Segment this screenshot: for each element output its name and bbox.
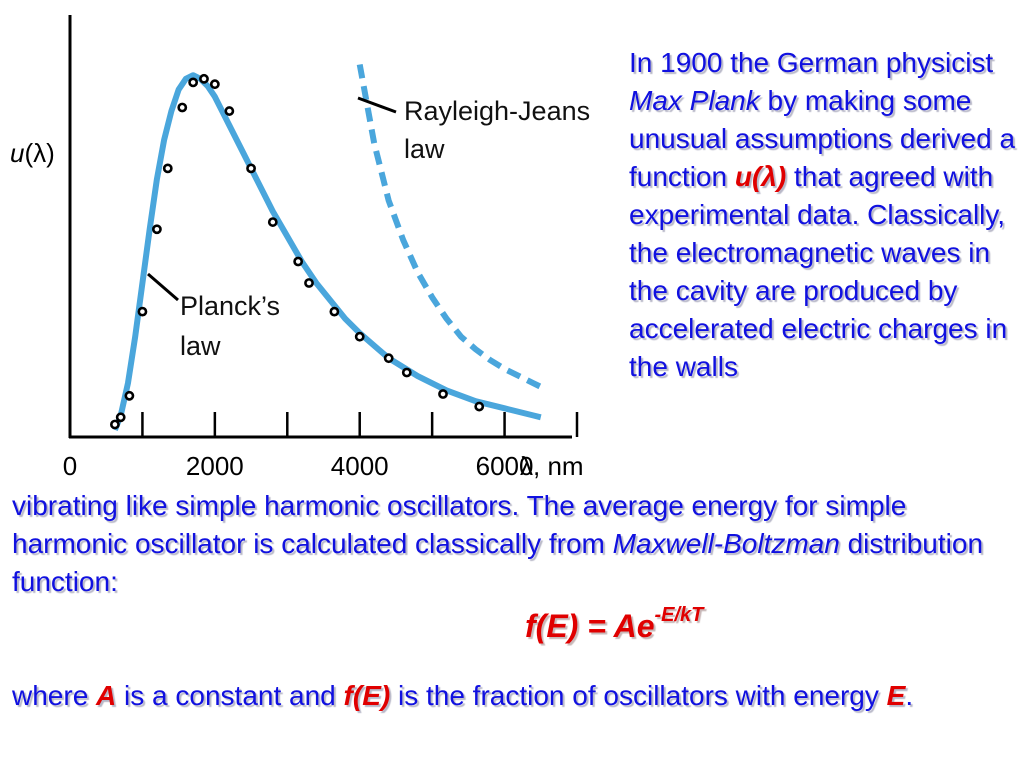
data-point — [267, 217, 278, 227]
data-point — [110, 419, 120, 430]
data-point — [293, 256, 304, 267]
formula-exponent: -E/kT — [654, 604, 704, 627]
data-point — [474, 401, 485, 412]
data-point — [354, 331, 365, 342]
u-lambda-term: u(λ) — [734, 161, 787, 192]
planck-leader-line — [147, 272, 179, 302]
x-tick-label: 2000 — [186, 451, 244, 481]
data-point — [329, 306, 340, 317]
data-point — [209, 79, 220, 90]
x-ticks — [141, 412, 579, 437]
data-point — [199, 73, 209, 84]
data-point — [124, 390, 135, 401]
x-tick-label: 0 — [63, 451, 77, 481]
energy-E-term: E — [886, 680, 906, 711]
data-point — [162, 163, 173, 174]
x-tick-label: 6000 — [476, 451, 534, 481]
data-point — [115, 412, 126, 423]
distribution-formula: f(E) = Ae-E/kT — [525, 604, 704, 644]
constant-A-term: A — [96, 680, 117, 711]
rayleigh-jeans-leader-line — [357, 96, 397, 114]
data-point — [137, 306, 148, 317]
rayleigh-jeans-curve — [356, 63, 543, 390]
planck-label-line2: law — [180, 331, 221, 361]
curve-annotations: Rayleigh-Jeans law Planck’s law — [147, 96, 590, 361]
intro-paragraph: In 1900 the German physicist Max Plank b… — [629, 47, 1016, 382]
data-point — [246, 163, 256, 174]
where-paragraph: where A is a constant and f(E) is the fr… — [12, 680, 914, 711]
x-axis-unit-label: λ, nm — [520, 451, 584, 481]
planck-curve — [112, 72, 542, 431]
data-point — [188, 77, 199, 88]
x-tick-labels: 0 2000 4000 6000 — [63, 451, 534, 481]
chart-axes — [68, 15, 572, 439]
data-point — [401, 367, 412, 378]
max-plank-name: Max Plank — [629, 85, 760, 116]
x-tick-label: 4000 — [331, 451, 389, 481]
data-point — [304, 278, 314, 288]
maxwell-boltzman-term: Maxwell-Boltzman — [612, 528, 840, 559]
rayleigh-jeans-label-line2: law — [404, 134, 445, 164]
oscillator-paragraph: vibrating like simple harmonic oscillato… — [12, 490, 984, 597]
series-layer — [110, 63, 543, 431]
fE-term: f(E) — [343, 680, 391, 711]
planck-label-line1: Planck’s — [180, 291, 280, 321]
blackbody-chart: 0 2000 4000 6000 λ, nm u(λ) Rayleigh-Jeans … — [10, 15, 590, 481]
rayleigh-jeans-label-line1: Rayleigh-Jeans — [404, 96, 590, 126]
data-point — [438, 389, 448, 399]
data-point — [224, 106, 235, 116]
data-point — [383, 353, 394, 364]
data-point — [177, 102, 188, 113]
data-point — [152, 224, 162, 235]
y-axis-label: u(λ) — [10, 138, 55, 168]
